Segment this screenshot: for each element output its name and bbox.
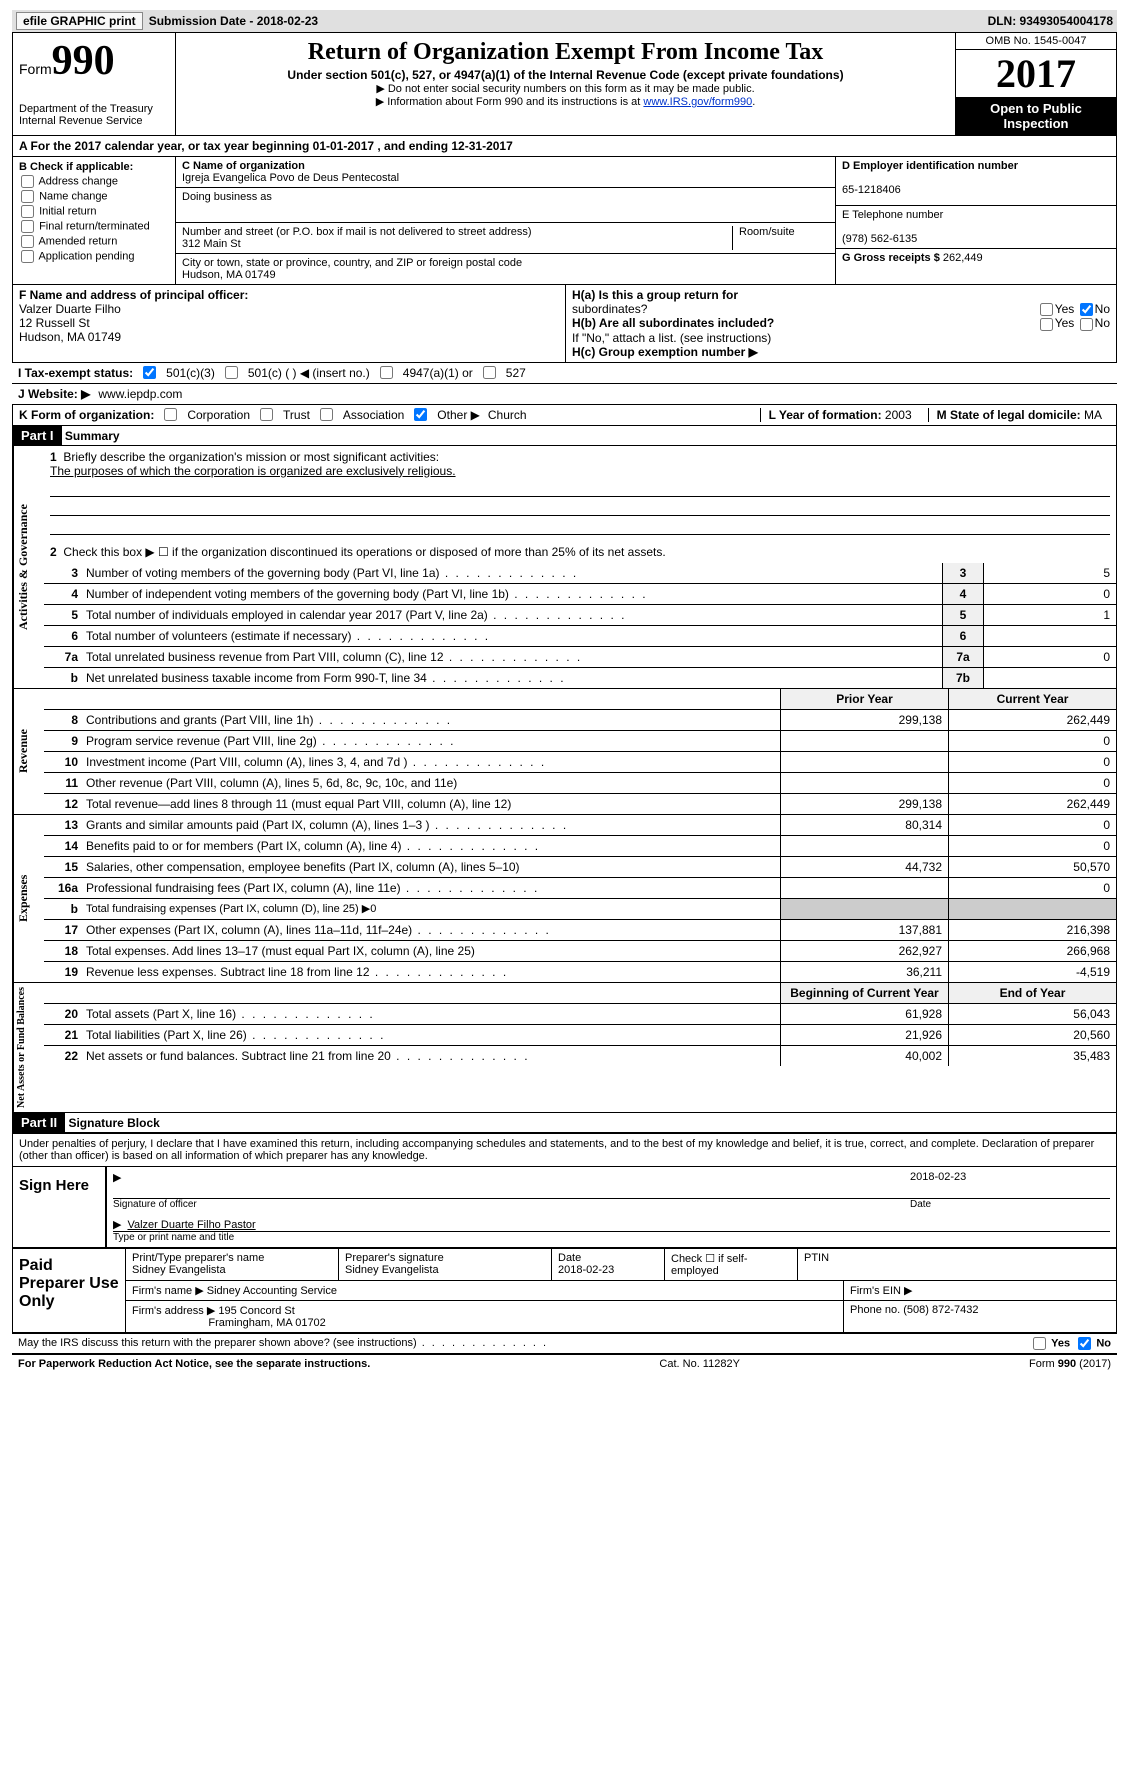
- cb-application-pending[interactable]: [21, 250, 34, 263]
- efile-print-button[interactable]: efile GRAPHIC print: [16, 12, 143, 30]
- mission: The purposes of which the corporation is…: [50, 464, 456, 478]
- form-subtitle: Under section 501(c), 527, or 4947(a)(1)…: [184, 68, 947, 82]
- street-address: 312 Main St: [182, 238, 241, 250]
- vtab-governance: Activities & Governance: [13, 446, 44, 688]
- part-ii-header: Part II Signature Block: [12, 1113, 1117, 1133]
- vtab-revenue: Revenue: [13, 689, 44, 814]
- cb-ha-yes[interactable]: [1040, 303, 1053, 316]
- part-i-header: Part I Summary: [12, 426, 1117, 446]
- submission-date-label: Submission Date - 2018-02-23: [149, 14, 318, 28]
- telephone: (978) 562-6135: [842, 233, 917, 245]
- section-i: I Tax-exempt status: 501(c)(3) 501(c) ( …: [12, 363, 1117, 384]
- cb-hb-yes[interactable]: [1040, 318, 1053, 331]
- cb-initial-return[interactable]: [21, 205, 34, 218]
- cb-final-return[interactable]: [21, 220, 34, 233]
- cb-hb-no[interactable]: [1080, 318, 1093, 331]
- ein: 65-1218406: [842, 184, 901, 196]
- cb-discuss-yes[interactable]: [1033, 1337, 1046, 1350]
- sign-here-label: Sign Here: [13, 1167, 105, 1247]
- form-word: Form: [19, 61, 52, 77]
- notice-ssn: ▶ Do not enter social security numbers o…: [184, 82, 947, 95]
- cb-other[interactable]: [414, 408, 427, 421]
- header-center: Return of Organization Exempt From Incom…: [176, 33, 955, 135]
- form-number: 990: [52, 37, 115, 85]
- form-header: Form 990 Department of the Treasury Inte…: [12, 32, 1117, 136]
- form-title: Return of Organization Exempt From Incom…: [184, 39, 947, 66]
- open-to-public: Open to Public Inspection: [956, 97, 1116, 135]
- vtab-expenses: Expenses: [13, 815, 44, 982]
- header-right: OMB No. 1545-0047 2017 Open to Public In…: [955, 33, 1116, 135]
- section-cd: C Name of organization Igreja Evangelica…: [176, 157, 1116, 284]
- gross-receipts: 262,449: [943, 252, 983, 264]
- section-b: B Check if applicable: Address change Na…: [13, 157, 176, 284]
- irs: Internal Revenue Service: [19, 115, 169, 127]
- cb-amended-return[interactable]: [21, 235, 34, 248]
- website: www.iepdp.com: [98, 387, 182, 401]
- org-name: Igreja Evangelica Povo de Deus Pentecost…: [182, 172, 399, 184]
- cb-address-change[interactable]: [21, 175, 34, 188]
- section-bcde: B Check if applicable: Address change Na…: [12, 157, 1117, 285]
- irs-link[interactable]: www.IRS.gov/form990: [643, 96, 752, 108]
- preparer-block: Paid Preparer Use Only Print/Type prepar…: [12, 1249, 1117, 1333]
- perjury-statement: Under penalties of perjury, I declare th…: [13, 1134, 1116, 1167]
- paid-preparer-label: Paid Preparer Use Only: [13, 1249, 126, 1332]
- expenses-section: Expenses 13Grants and similar amounts pa…: [12, 815, 1117, 983]
- cb-discuss-no[interactable]: [1078, 1337, 1091, 1350]
- cb-corp[interactable]: [164, 408, 177, 421]
- officer-name: Valzer Duarte Filho: [19, 302, 121, 316]
- section-fh: F Name and address of principal officer:…: [12, 285, 1117, 363]
- header-left: Form 990 Department of the Treasury Inte…: [13, 33, 176, 135]
- dln: DLN: 93493054004178: [988, 14, 1113, 28]
- cb-501c[interactable]: [225, 366, 238, 379]
- tax-year: 2017: [956, 50, 1116, 97]
- signature-block: Under penalties of perjury, I declare th…: [12, 1133, 1117, 1249]
- cb-trust[interactable]: [260, 408, 273, 421]
- footer: For Paperwork Reduction Act Notice, see …: [12, 1355, 1117, 1373]
- cb-501c3[interactable]: [143, 366, 156, 379]
- section-a: A For the 2017 calendar year, or tax yea…: [12, 136, 1117, 157]
- governance-section: Activities & Governance 1 Briefly descri…: [12, 446, 1117, 689]
- cb-ha-no[interactable]: [1080, 303, 1093, 316]
- cb-527[interactable]: [483, 366, 496, 379]
- notice-info: ▶ Information about Form 990 and its ins…: [184, 95, 947, 108]
- discuss-row: May the IRS discuss this return with the…: [12, 1333, 1117, 1355]
- top-bar: efile GRAPHIC print Submission Date - 20…: [12, 10, 1117, 32]
- omb-number: OMB No. 1545-0047: [956, 33, 1116, 50]
- section-j: J Website: ▶ www.iepdp.com: [12, 384, 1117, 405]
- city-state-zip: Hudson, MA 01749: [182, 269, 276, 281]
- dept-treasury: Department of the Treasury: [19, 103, 169, 115]
- cb-assoc[interactable]: [320, 408, 333, 421]
- net-assets-section: Net Assets or Fund Balances Beginning of…: [12, 983, 1117, 1113]
- cb-4947[interactable]: [380, 366, 393, 379]
- revenue-section: Revenue Prior YearCurrent Year 8Contribu…: [12, 689, 1117, 815]
- vtab-net-assets: Net Assets or Fund Balances: [13, 983, 44, 1112]
- section-klm: K Form of organization: Corporation Trus…: [12, 405, 1117, 426]
- cb-name-change[interactable]: [21, 190, 34, 203]
